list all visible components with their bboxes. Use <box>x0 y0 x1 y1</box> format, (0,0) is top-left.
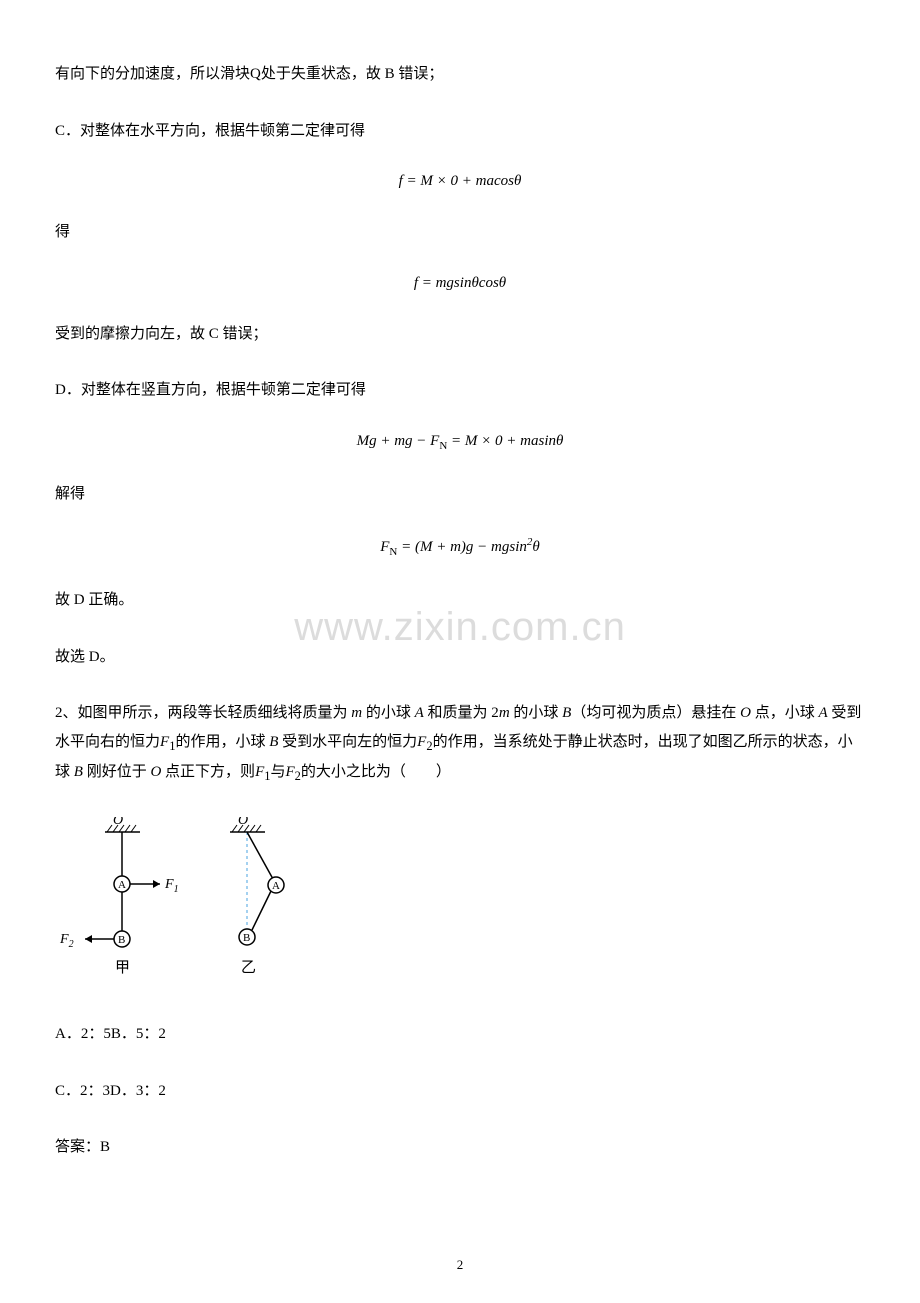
document-content: 有向下的分加速度，所以滑块Q处于失重状态，故 B 错误； C．对整体在水平方向，… <box>55 60 865 1162</box>
paragraph-select-d: 故选 D。 <box>55 643 865 672</box>
label-A-jia: A <box>118 879 126 891</box>
paragraph-d-intro: D．对整体在竖直方向，根据牛顿第二定律可得 <box>55 376 865 405</box>
paragraph-c-intro: C．对整体在水平方向，根据牛顿第二定律可得 <box>55 117 865 146</box>
label-O-yi: O <box>238 817 248 828</box>
page-number: 2 <box>457 1257 464 1273</box>
label-B-yi: B <box>243 932 250 944</box>
question-2-text: 2、如图甲所示，两段等长轻质细线将质量为 m 的小球 A 和质量为 2m 的小球… <box>55 699 865 789</box>
equation-1: f = M × 0 + macosθ <box>55 173 865 190</box>
equation-3: Mg + mg − FN = M × 0 + masinθ <box>55 433 865 452</box>
option-ab: A．2：5B．5：2 <box>55 1020 865 1049</box>
equation-2: f = mgsinθcosθ <box>55 275 865 292</box>
physics-diagram: O A F1 B F2 甲 <box>55 817 865 992</box>
equation-4: FN = (M + m)g − mgsin2θ <box>55 536 865 558</box>
paragraph-d-correct: 故 D 正确。 <box>55 586 865 615</box>
label-yi: 乙 <box>241 960 256 976</box>
label-O-jia: O <box>113 817 123 828</box>
answer-label: 答案：B <box>55 1133 865 1162</box>
label-jia: 甲 <box>115 960 130 976</box>
paragraph-jiede: 解得 <box>55 480 865 509</box>
paragraph-b-wrong: 有向下的分加速度，所以滑块Q处于失重状态，故 B 错误； <box>55 60 865 89</box>
paragraph-c-wrong: 受到的摩擦力向左，故 C 错误； <box>55 320 865 349</box>
label-B-jia: B <box>118 934 125 946</box>
paragraph-de: 得 <box>55 218 865 247</box>
option-cd: C．2：3D．3：2 <box>55 1077 865 1106</box>
label-F1-jia: F1 <box>164 877 179 895</box>
label-A-yi: A <box>272 880 280 892</box>
label-F2-jia: F2 <box>59 932 74 950</box>
